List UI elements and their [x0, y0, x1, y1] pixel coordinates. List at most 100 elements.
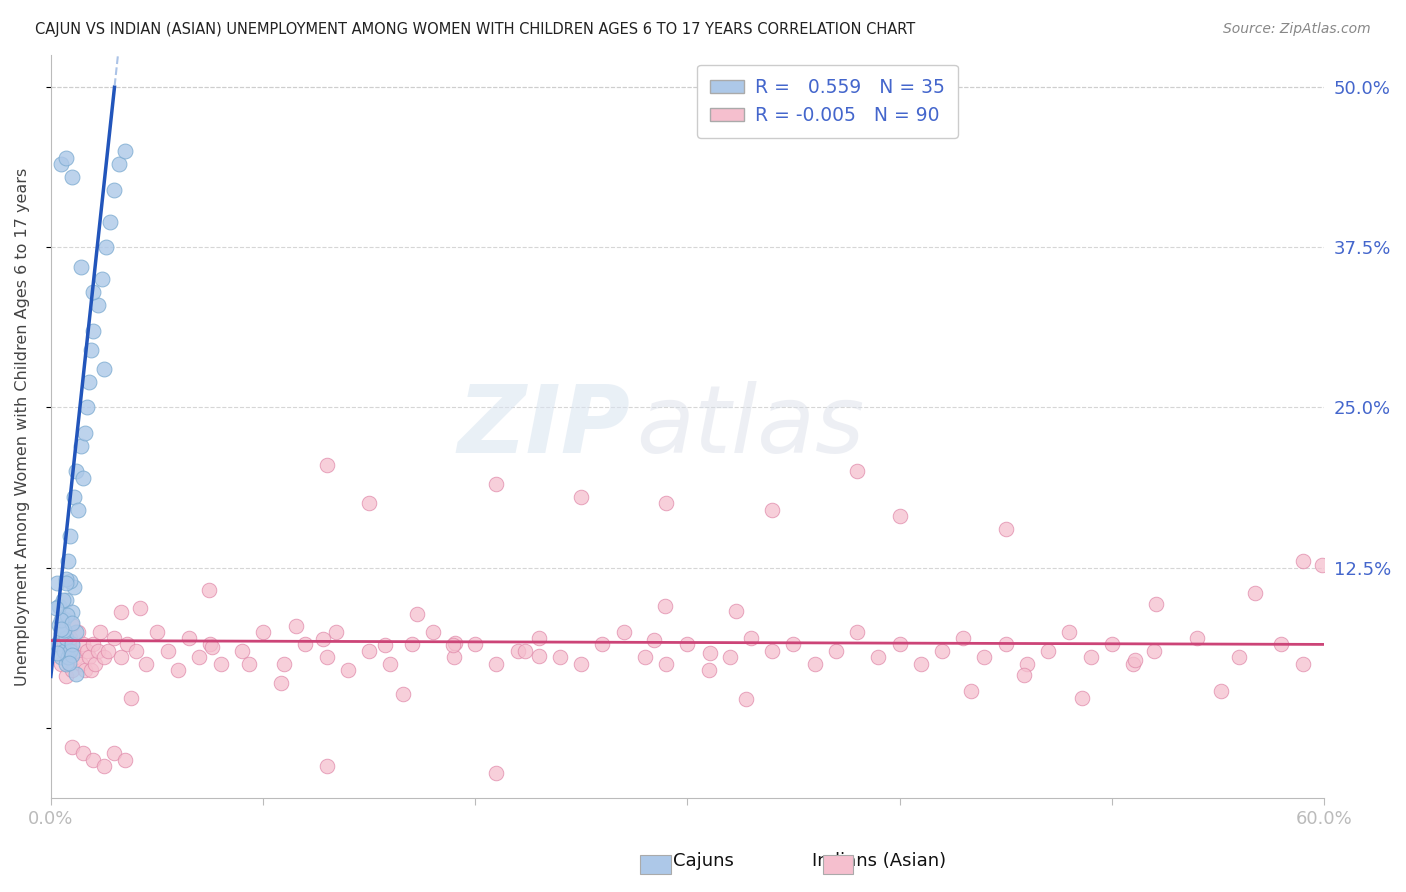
Point: [82, 753, 104, 767]
Point: [63, 644, 86, 658]
Point: [1143, 644, 1166, 658]
Point: [238, 657, 260, 672]
Point: [697, 663, 720, 677]
Point: [65, 650, 87, 665]
Point: [103, 631, 125, 645]
Point: [76, 401, 98, 415]
Point: [60, 637, 83, 651]
Text: Indians (Asian): Indians (Asian): [811, 852, 946, 870]
Point: [55, 592, 77, 607]
Text: Cajuns: Cajuns: [672, 852, 734, 870]
Point: [846, 465, 869, 479]
Point: [60, 618, 83, 632]
Point: [735, 691, 758, 706]
Point: [51, 157, 73, 171]
Point: [69, 657, 91, 671]
Point: [93, 650, 115, 665]
Point: [994, 522, 1017, 536]
Point: [84, 657, 107, 671]
Point: [634, 650, 657, 665]
Point: [336, 663, 359, 677]
Point: [699, 646, 721, 660]
Point: [110, 650, 132, 665]
Point: [60, 648, 83, 662]
Point: [1071, 690, 1094, 705]
Point: [959, 684, 981, 698]
Point: [359, 496, 381, 510]
Point: [825, 644, 848, 658]
Point: [569, 490, 592, 504]
Point: [82, 285, 104, 299]
Point: [506, 644, 529, 658]
Point: [65, 624, 87, 639]
Point: [51, 650, 73, 665]
Point: [654, 599, 676, 613]
Point: [315, 458, 337, 472]
Point: [1310, 558, 1333, 572]
Point: [93, 759, 115, 773]
Point: [114, 753, 136, 767]
Point: [72, 471, 94, 485]
Point: [55, 576, 77, 591]
Point: [1122, 657, 1144, 671]
Point: [80, 663, 103, 677]
Point: [59, 528, 82, 542]
Point: [1185, 631, 1208, 645]
Point: [77, 375, 100, 389]
Point: [1015, 657, 1038, 671]
Point: [513, 644, 536, 658]
Point: [803, 657, 825, 671]
Point: [55, 572, 77, 586]
Point: [60, 739, 83, 754]
Text: Source: ZipAtlas.com: Source: ZipAtlas.com: [1223, 22, 1371, 37]
Point: [889, 509, 911, 524]
Point: [59, 644, 82, 658]
Point: [51, 657, 73, 671]
Point: [198, 637, 221, 651]
Point: [156, 644, 179, 658]
Point: [63, 490, 86, 504]
Point: [55, 607, 77, 622]
Point: [65, 666, 87, 681]
Point: [114, 145, 136, 159]
Point: [401, 637, 423, 651]
Point: [93, 362, 115, 376]
Point: [724, 605, 747, 619]
Point: [72, 637, 94, 651]
Point: [846, 624, 869, 639]
Point: [59, 631, 82, 645]
Point: [129, 601, 152, 615]
Point: [90, 272, 112, 286]
Point: [1209, 683, 1232, 698]
Point: [527, 648, 550, 663]
Point: [135, 657, 157, 671]
Point: [548, 650, 571, 665]
Point: [98, 215, 121, 229]
Point: [52, 644, 75, 658]
Point: [485, 657, 508, 671]
Point: [889, 637, 911, 651]
Point: [209, 657, 232, 671]
Point: [1292, 554, 1315, 568]
Point: [325, 624, 347, 639]
Point: [868, 650, 890, 665]
Point: [485, 765, 508, 780]
Point: [51, 622, 73, 636]
Point: [270, 676, 292, 690]
Point: [1059, 624, 1081, 639]
Point: [444, 636, 467, 650]
Point: [718, 650, 741, 665]
Point: [45, 576, 67, 591]
Point: [655, 657, 678, 671]
Point: [67, 503, 90, 517]
Point: [441, 638, 464, 652]
Point: [374, 638, 396, 652]
Point: [94, 240, 117, 254]
Point: [55, 657, 77, 671]
Point: [86, 298, 108, 312]
Point: [973, 650, 995, 665]
Point: [380, 657, 402, 671]
Point: [676, 637, 699, 651]
Point: [80, 343, 103, 357]
Point: [55, 669, 77, 683]
